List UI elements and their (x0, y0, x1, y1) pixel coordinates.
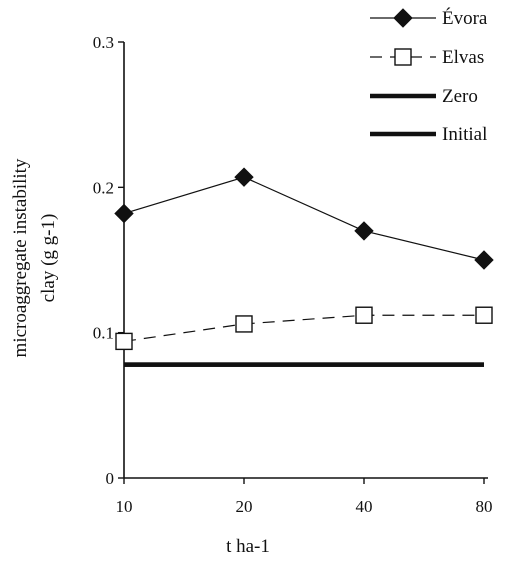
series-line (123, 314, 484, 342)
data-point (235, 315, 253, 333)
y-axis-title-line-1: microaggregate instability (10, 158, 31, 357)
data-point (234, 167, 254, 187)
legend-item: Évora (370, 7, 488, 29)
data-point (115, 332, 133, 351)
legend: Évora Elvas Zero Initial (370, 7, 488, 145)
axis-ticks: 0 0.1 0.2 0.3 10 20 40 80 (93, 33, 493, 516)
axes (123, 42, 488, 479)
legend-label: Initial (442, 124, 487, 145)
y-tick-label: 0.3 (93, 33, 114, 52)
x-tick-label: 10 (116, 497, 133, 516)
series-line (123, 176, 485, 261)
y-tick-label: 0 (106, 469, 115, 488)
legend-item: Initial (370, 124, 487, 145)
data-point (114, 203, 134, 224)
legend-item: Zero (370, 86, 478, 107)
y-axis-title-line-2: clay (g g-1) (38, 214, 59, 303)
data-point (354, 221, 374, 241)
x-axis-title: t ha-1 (226, 536, 270, 557)
axis-titles: t ha-1 microaggregate instability clay (… (10, 158, 270, 557)
data-point (355, 306, 373, 324)
legend-label: Zero (442, 86, 478, 107)
legend-label: Évora (442, 7, 488, 29)
y-tick-label: 0.2 (93, 178, 114, 197)
series-1 (114, 167, 494, 270)
legend-label: Elvas (442, 47, 484, 68)
data-point (475, 306, 493, 324)
x-tick-label: 80 (476, 497, 493, 516)
y-tick-label: 0.1 (93, 324, 114, 343)
legend-item: Elvas (370, 47, 484, 68)
x-tick-label: 20 (236, 497, 253, 516)
legend-marker (394, 48, 412, 66)
x-tick-label: 40 (356, 497, 373, 516)
data-point (474, 250, 494, 270)
legend-marker (393, 8, 413, 28)
series-layer (114, 167, 494, 367)
series-2 (115, 306, 493, 351)
